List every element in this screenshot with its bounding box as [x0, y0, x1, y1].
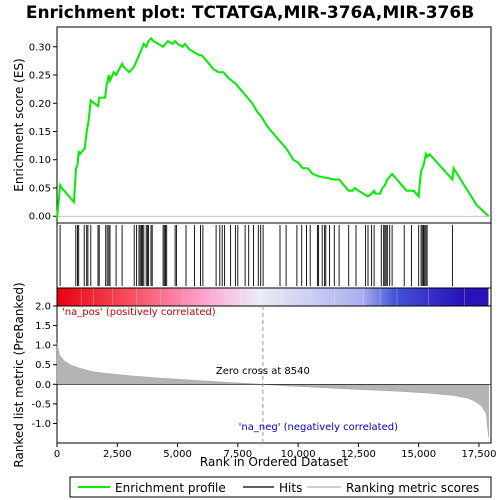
- metric-y-axis: 2.0 1.5 1.0 0.5 0.0 -0.5 -1.0: [31, 302, 57, 430]
- es-y-tick-label: 0.15: [29, 127, 51, 138]
- metric-y-tick-label: -1.0: [31, 419, 51, 430]
- es-y-tick-label: 0.00: [29, 212, 51, 223]
- metric-plot-frame: [56, 305, 492, 444]
- x-tick-label: 7,500: [224, 449, 253, 460]
- metric-y-axis-title: Ranked list metric (PreRanked): [12, 282, 26, 467]
- es-y-tick-label: 0.05: [29, 183, 51, 194]
- enrichment-profile-line: [56, 36, 490, 220]
- x-tick-label: 15,000: [401, 449, 436, 460]
- es-y-tick-label: 0.30: [29, 42, 51, 53]
- legend-label-hits: Hits: [279, 481, 302, 495]
- es-y-tick-label: 0.25: [29, 71, 51, 82]
- ranking-metric-area: [56, 343, 489, 438]
- legend-frame: [69, 476, 492, 498]
- zero-cross-label: Zero cross at 8540: [216, 366, 310, 377]
- es-y-tick-label: 0.20: [29, 99, 51, 110]
- x-axis-title: Rank in Ordered Dataset: [200, 455, 348, 469]
- es-y-tick-label: 0.10: [29, 155, 51, 166]
- x-tick-label: 10,000: [281, 449, 316, 460]
- x-tick-label: 0: [54, 449, 60, 460]
- hits-panel: [56, 222, 492, 289]
- heatmap-fill: [57, 288, 489, 306]
- metric-y-tick-label: 1.0: [35, 341, 51, 352]
- legend-label-enrichment: Enrichment profile: [115, 481, 226, 495]
- es-plot-frame: [56, 26, 492, 224]
- es-y-axis-title: Enrichment score (ES): [12, 58, 26, 191]
- x-axis: 0 2,500 5,000 7,500 10,000 12,500 15,000 17,500: [54, 443, 496, 460]
- metric-y-tick-label: -0.5: [31, 399, 51, 410]
- metric-y-tick-label: 2.0: [35, 302, 51, 313]
- metric-y-tick-label: 0.5: [35, 360, 51, 371]
- es-y-axis: 0.00 0.05 0.10 0.15 0.20 0.25 0.30: [29, 42, 57, 223]
- x-tick-label: 5,000: [163, 449, 192, 460]
- x-tick-label: 12,500: [341, 449, 376, 460]
- x-tick-label: 17,500: [461, 449, 496, 460]
- chart-title: Enrichment plot: TCTATGA,MIR-376A,MIR-37…: [26, 3, 474, 23]
- pos-correlated-label: 'na_pos' (positively correlated): [62, 307, 216, 318]
- enrichment-score-panel: 0.00 0.05 0.10 0.15 0.20 0.25 0.30: [29, 26, 492, 224]
- neg-correlated-label: 'na_neg' (negatively correlated): [239, 422, 398, 433]
- hit-marks: [59, 225, 453, 286]
- ranked-metric-panel: 2.0 1.5 1.0 0.5 0.0 -0.5 -1.0 'na_pos' (positi…: [31, 302, 492, 444]
- ranked-heatmap-bar: [56, 287, 492, 307]
- legend: Enrichment profile Hits Ranking metric s…: [69, 476, 492, 498]
- x-tick-label: 2,500: [103, 449, 132, 460]
- legend-label-metric: Ranking metric scores: [346, 481, 479, 495]
- metric-y-tick-label: 0.0: [35, 380, 51, 391]
- metric-y-tick-label: 1.5: [35, 321, 51, 332]
